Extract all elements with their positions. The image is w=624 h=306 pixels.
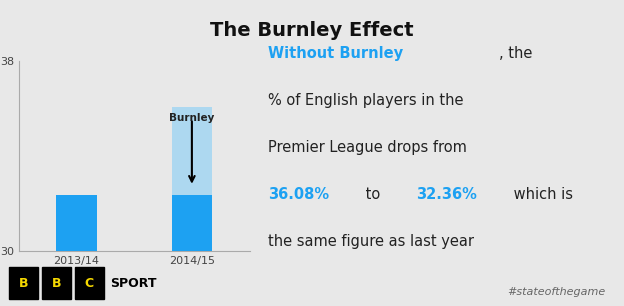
Text: SPORT: SPORT <box>110 277 157 289</box>
Text: Burnley: Burnley <box>169 113 215 123</box>
Text: Without Burnley: Without Burnley <box>268 46 404 61</box>
Text: % of English players in the: % of English players in the <box>268 93 464 108</box>
Bar <box>172 195 212 251</box>
Text: to: to <box>361 187 384 202</box>
Text: #stateofthegame: #stateofthegame <box>507 287 605 297</box>
Text: 36.08%: 36.08% <box>268 187 329 202</box>
Text: The Burnley Effect: The Burnley Effect <box>210 21 414 40</box>
FancyBboxPatch shape <box>9 267 37 299</box>
FancyBboxPatch shape <box>42 267 71 299</box>
Text: C: C <box>85 277 94 289</box>
Text: Premier League drops from: Premier League drops from <box>268 140 467 155</box>
Text: B: B <box>52 277 61 289</box>
Text: which is: which is <box>509 187 573 202</box>
Text: 32.36%: 32.36% <box>416 187 477 202</box>
FancyBboxPatch shape <box>75 267 104 299</box>
Text: , the: , the <box>499 46 532 61</box>
Text: the same figure as last year: the same figure as last year <box>268 234 474 249</box>
Bar <box>172 107 212 195</box>
Text: B: B <box>19 277 28 289</box>
Bar <box>56 195 97 251</box>
